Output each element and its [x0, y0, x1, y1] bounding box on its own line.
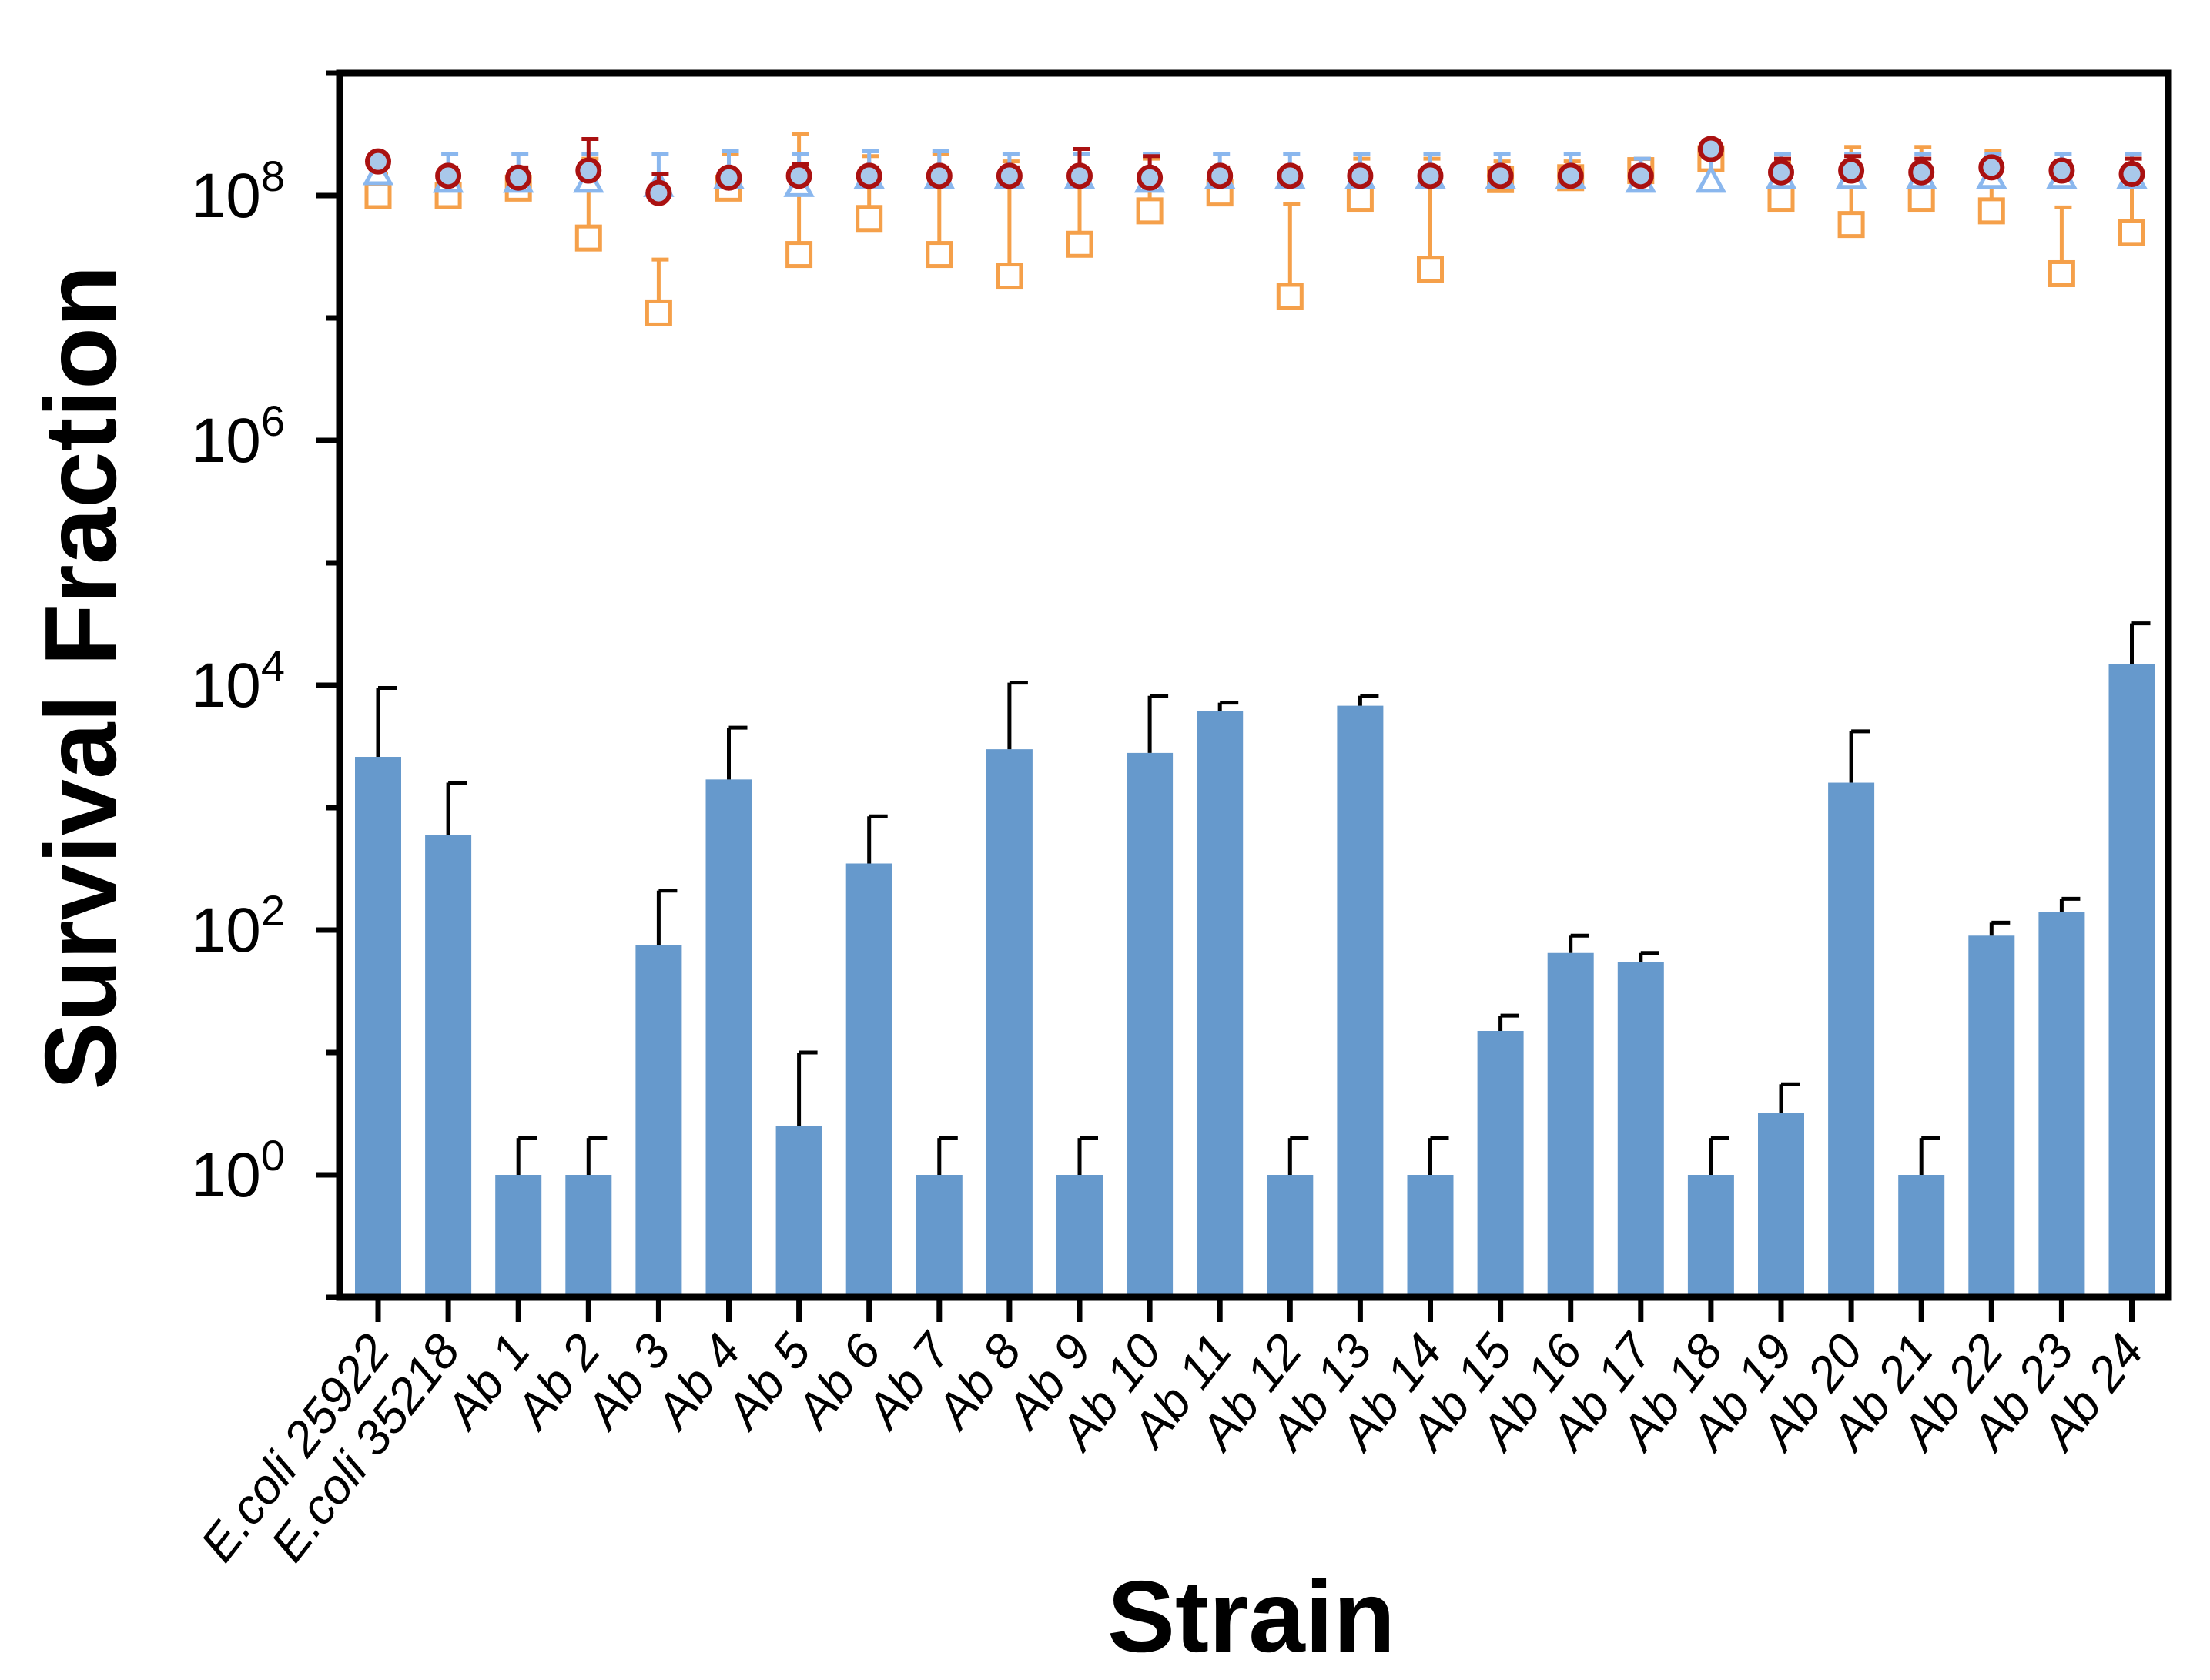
circles-series: [365, 136, 2145, 206]
circle-marker: [1697, 136, 1724, 162]
circle-marker: [2118, 161, 2145, 188]
bar: [1547, 952, 1594, 1297]
circle-marker: [1347, 162, 1374, 189]
circle-marker: [365, 148, 391, 175]
circle-marker: [856, 162, 882, 189]
circle-marker: [996, 162, 1023, 189]
bar: [1127, 752, 1174, 1297]
bar: [1337, 705, 1384, 1297]
bar: [425, 835, 472, 1297]
bar: [565, 1175, 612, 1297]
circle-marker: [645, 179, 672, 206]
circle-marker: [1137, 164, 1164, 191]
square-marker: [996, 263, 1023, 290]
circle-marker: [1908, 159, 1935, 186]
circle-marker: [926, 162, 953, 189]
circle-marker: [2048, 157, 2075, 184]
square-marker: [1066, 230, 1093, 258]
bar: [1758, 1113, 1804, 1297]
bar: [495, 1175, 542, 1297]
square-marker: [1977, 197, 2005, 225]
circle-marker: [1277, 162, 1304, 189]
y-tick-label: 104: [191, 641, 285, 721]
bar: [916, 1175, 963, 1297]
circle-marker: [715, 164, 742, 191]
y-axis-title: Survival Fraction: [24, 265, 137, 1089]
y-tick-label: 102: [191, 886, 285, 965]
bar: [1687, 1175, 1734, 1297]
circle-marker: [1978, 154, 2005, 181]
plot-frame: [336, 69, 2172, 1301]
bar: [845, 863, 892, 1297]
square-marker: [1767, 185, 1795, 213]
bar: [1968, 935, 2015, 1297]
square-marker: [1276, 283, 1304, 310]
y-axis: 100 102 104 106 108: [191, 70, 340, 1300]
bar: [1898, 1175, 1945, 1297]
circle-marker: [575, 157, 602, 184]
triangles-series: [362, 149, 2148, 197]
square-marker: [1837, 211, 1865, 239]
x-axis-title: Strain: [1107, 1560, 1395, 1673]
bar: [635, 945, 682, 1297]
bar: [1617, 962, 1664, 1297]
y-tick-label: 106: [191, 397, 285, 476]
square-marker: [856, 205, 883, 233]
circle-marker: [1768, 159, 1794, 186]
square-marker: [1907, 185, 1935, 213]
bar: [1267, 1175, 1314, 1297]
bar: [2038, 912, 2085, 1297]
square-marker: [1136, 197, 1164, 225]
bar: [2108, 664, 2155, 1297]
bar: [775, 1126, 822, 1297]
circle-marker: [1417, 162, 1444, 189]
bar-error-bars: [376, 621, 2151, 1175]
y-tick-label: 100: [191, 1131, 285, 1210]
bar: [1197, 711, 1244, 1297]
square-marker: [785, 241, 813, 269]
square-marker: [926, 241, 953, 269]
triangle-marker: [1695, 164, 1727, 193]
circle-marker: [435, 162, 462, 189]
circle-marker: [785, 162, 812, 189]
square-marker: [1346, 185, 1374, 213]
squares-series: [364, 132, 2145, 326]
bar: [986, 749, 1033, 1297]
square-marker: [574, 224, 602, 252]
bar: [1056, 1175, 1103, 1297]
circle-marker: [1066, 162, 1093, 189]
square-marker: [364, 182, 392, 209]
circle-marker: [1627, 162, 1654, 189]
circle-marker: [1557, 162, 1584, 189]
circle-marker: [505, 164, 532, 191]
bar: [1407, 1175, 1454, 1297]
bar: [705, 779, 752, 1297]
marker-series: [362, 132, 2148, 326]
plot-border: [336, 69, 2172, 1301]
square-marker: [1417, 256, 1444, 283]
circle-marker: [1207, 162, 1234, 189]
circle-marker: [1487, 162, 1514, 189]
bar: [1477, 1031, 1524, 1297]
bar: [1828, 782, 1875, 1297]
bar-series: [355, 664, 2155, 1297]
circle-marker: [1838, 157, 1865, 184]
square-marker: [645, 299, 672, 326]
square-marker: [2118, 219, 2145, 246]
square-marker: [2048, 259, 2075, 287]
y-tick-label: 108: [191, 152, 285, 231]
bar: [355, 757, 401, 1297]
